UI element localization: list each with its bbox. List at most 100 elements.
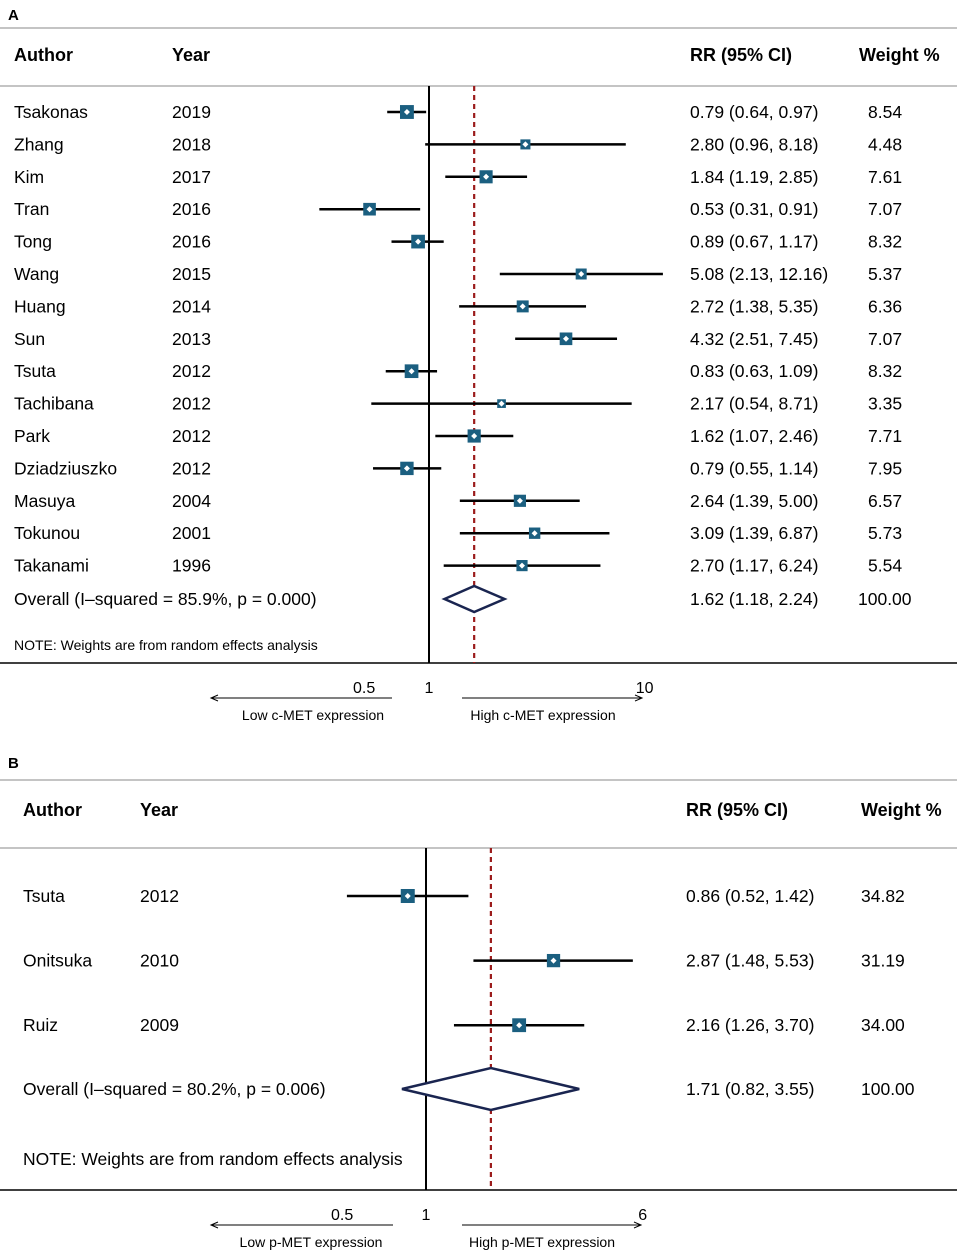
x-tick-label: 10 [636, 680, 654, 697]
study-author: Zhang [14, 134, 64, 154]
study-author: Tsuta [14, 361, 56, 381]
study-year: 2012 [172, 361, 211, 381]
study-rr-ci: 2.87 (1.48, 5.53) [686, 951, 814, 971]
study-point-estimate [516, 1022, 523, 1029]
x-tick-label: 0.5 [353, 680, 375, 697]
low-expression-label: Low c-MET expression [242, 707, 384, 723]
study-weight: 6.57 [868, 491, 902, 511]
overall-label: Overall (I–squared = 85.9%, p = 0.000) [14, 589, 317, 609]
study-author: Tokunou [14, 523, 80, 543]
header-author: Author [23, 800, 82, 820]
study-point-estimate [415, 238, 422, 245]
study-weight: 4.48 [868, 134, 902, 154]
study-rr-ci: 2.72 (1.38, 5.35) [690, 296, 818, 316]
study-point-estimate [403, 465, 410, 472]
study-point-estimate [578, 271, 585, 277]
study-weight: 7.61 [868, 167, 902, 187]
study-author: Huang [14, 296, 66, 316]
study-author: Kim [14, 167, 44, 187]
high-arrow-head [634, 694, 644, 702]
study-weight: 5.54 [868, 556, 902, 576]
study-year: 1996 [172, 556, 211, 576]
study-year: 2010 [140, 951, 179, 971]
study-year: 2009 [140, 1015, 179, 1035]
study-weight: 31.19 [861, 951, 905, 971]
study-author: Takanami [14, 556, 89, 576]
overall-diamond [441, 584, 508, 614]
study-point-estimate [498, 400, 505, 407]
x-tick-label: 1 [425, 680, 434, 697]
header-rr-ci: RR (95% CI) [686, 800, 788, 820]
study-point-estimate [404, 893, 411, 899]
study-point-estimate [403, 109, 410, 115]
study-point-estimate [522, 141, 529, 148]
study-weight: 3.35 [868, 394, 902, 414]
high-arrow-head [633, 1221, 643, 1229]
study-point-estimate [550, 957, 557, 964]
study-author: Onitsuka [23, 951, 92, 971]
study-rr-ci: 1.62 (1.07, 2.46) [690, 426, 818, 446]
study-rr-ci: 2.64 (1.39, 5.00) [690, 491, 818, 511]
header-author: Author [14, 45, 73, 65]
study-author: Tran [14, 199, 49, 219]
study-year: 2018 [172, 134, 211, 154]
study-year: 2014 [172, 296, 211, 316]
overall-rr-ci: 1.62 (1.18, 2.24) [690, 589, 818, 609]
study-rr-ci: 0.89 (0.67, 1.17) [690, 232, 818, 252]
study-weight: 7.71 [868, 426, 902, 446]
study-point-estimate [563, 335, 570, 342]
weights-note: NOTE: Weights are from random effects an… [23, 1149, 403, 1169]
overall-rr-ci: 1.71 (0.82, 3.55) [686, 1079, 814, 1099]
panel-label-A: A [8, 7, 19, 24]
study-weight: 5.37 [868, 264, 902, 284]
study-author: Park [14, 426, 50, 446]
study-rr-ci: 2.17 (0.54, 8.71) [690, 394, 818, 414]
header-rr-ci: RR (95% CI) [690, 45, 792, 65]
overall-label: Overall (I–squared = 80.2%, p = 0.006) [23, 1079, 326, 1099]
low-expression-label: Low p-MET expression [240, 1234, 383, 1250]
study-point-estimate [471, 433, 478, 439]
study-rr-ci: 4.32 (2.51, 7.45) [690, 329, 818, 349]
study-rr-ci: 0.53 (0.31, 0.91) [690, 199, 818, 219]
study-point-estimate [366, 206, 373, 213]
header-weight: Weight % [859, 45, 940, 65]
study-author: Dziadziuszko [14, 458, 117, 478]
study-year: 2001 [172, 523, 211, 543]
header-year: Year [172, 45, 210, 65]
study-rr-ci: 0.86 (0.52, 1.42) [686, 886, 814, 906]
weights-note: NOTE: Weights are from random effects an… [14, 637, 318, 653]
study-weight: 34.00 [861, 1015, 905, 1035]
high-expression-label: High c-MET expression [470, 707, 615, 723]
header-weight: Weight % [861, 800, 942, 820]
study-weight: 8.32 [868, 232, 902, 252]
overall-diamond [401, 1066, 580, 1112]
study-year: 2015 [172, 264, 211, 284]
study-weight: 8.32 [868, 361, 902, 381]
study-rr-ci: 2.16 (1.26, 3.70) [686, 1015, 814, 1035]
study-rr-ci: 3.09 (1.39, 6.87) [690, 523, 818, 543]
study-year: 2012 [172, 426, 211, 446]
overall-weight: 100.00 [861, 1079, 915, 1099]
high-expression-label: High p-MET expression [469, 1234, 615, 1250]
study-point-estimate [408, 368, 415, 375]
study-weight: 6.36 [868, 296, 902, 316]
header-year: Year [140, 800, 178, 820]
study-rr-ci: 0.79 (0.64, 0.97) [690, 102, 818, 122]
study-year: 2012 [140, 886, 179, 906]
study-author: Tsakonas [14, 102, 88, 122]
panel-label-B: B [8, 755, 19, 772]
x-tick-label: 0.5 [331, 1207, 353, 1224]
study-author: Sun [14, 329, 45, 349]
study-weight: 8.54 [868, 102, 902, 122]
study-year: 2004 [172, 491, 211, 511]
study-point-estimate [516, 497, 523, 504]
study-point-estimate [531, 530, 538, 537]
study-weight: 7.95 [868, 458, 902, 478]
study-author: Tong [14, 232, 52, 252]
study-weight: 7.07 [868, 329, 902, 349]
study-rr-ci: 2.80 (0.96, 8.18) [690, 134, 818, 154]
study-author: Ruiz [23, 1015, 58, 1035]
overall-weight: 100.00 [858, 589, 912, 609]
low-arrow-head [209, 1221, 219, 1229]
